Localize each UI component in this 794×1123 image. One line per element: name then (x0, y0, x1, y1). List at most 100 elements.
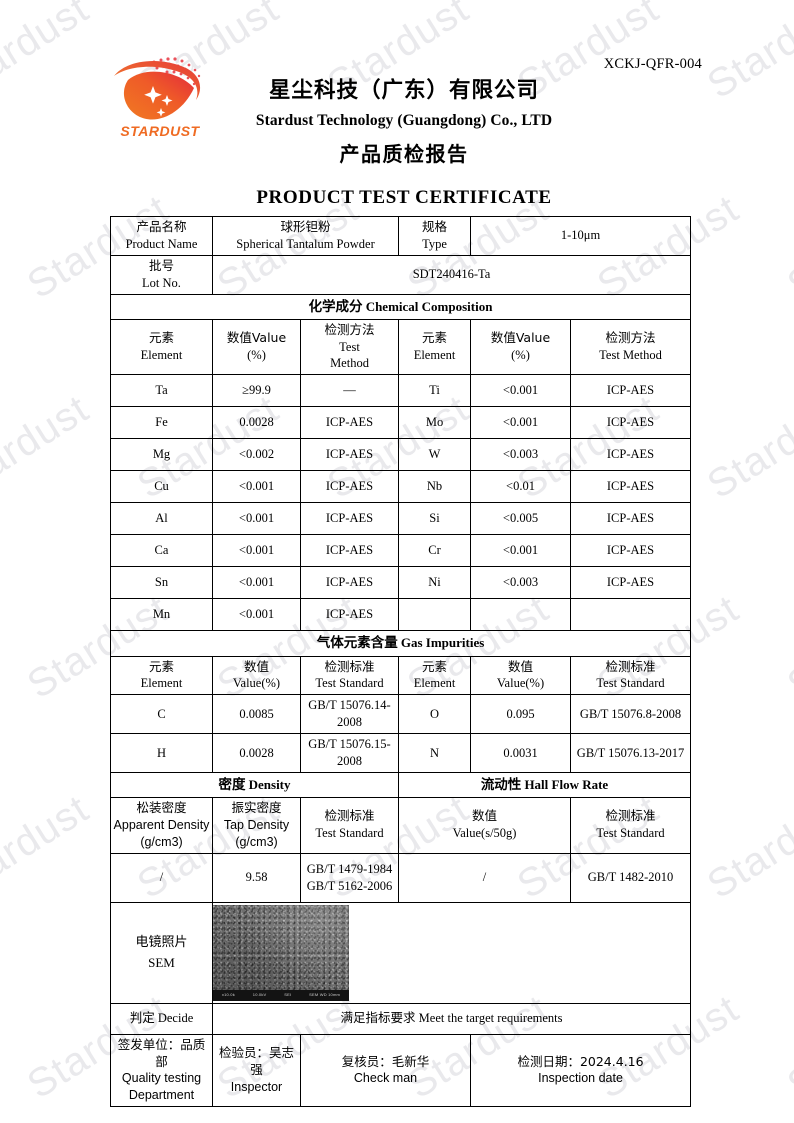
chem-h-el1-en: Element (140, 348, 183, 363)
chem-h-m2-en: Test Method (599, 348, 662, 363)
chem-value-2: <0.003 (470, 566, 572, 600)
gas-standard-2: GB/T 15076.8-2008 (570, 694, 692, 735)
product-type-label-en: Type (422, 236, 447, 251)
table-row: C 0.0085 GB/T 15076.14-2008 O 0.095 GB/T… (110, 694, 692, 735)
sem-scalebar-mag: x10.0k (221, 992, 235, 998)
density-standard-line2: GB/T 5162-2006 (306, 878, 393, 893)
chem-value-2: <0.003 (470, 438, 572, 472)
signoff-row: 签发单位：品质部 Quality testing Department 检验员：… (110, 1033, 692, 1108)
gas-h-std1-cn: 检测标准 (324, 658, 375, 674)
apparent-density-header: 松装密度 Apparent Density (g/cm3) (110, 797, 213, 854)
report-table: 产品名称 Product Name 球形钽粉 Spherical Tantalu… (109, 216, 692, 1108)
lot-label: 批号 Lot No. (110, 254, 213, 295)
gas-value-1: 0.0085 (212, 694, 301, 735)
gas-section-en: Gas Impurities (400, 635, 485, 651)
chem-method-1: — (299, 374, 400, 408)
chem-method-2: ICP-AES (570, 502, 692, 536)
lot-label-cn: 批号 (148, 257, 174, 273)
chem-header-element-2: 元素 Element (398, 318, 472, 376)
chem-value-2: <0.001 (470, 406, 572, 440)
chem-method-2: ICP-AES (570, 406, 692, 440)
checker-cn: 复核员：毛新华 (341, 1053, 430, 1069)
logo-icon: STARDUST (114, 57, 201, 139)
table-row: Ca <0.001 ICP-AES Cr <0.001 ICP-AES (110, 534, 692, 568)
chem-method-1: ICP-AES (299, 598, 400, 632)
report-title-en: PRODUCT TEST CERTIFICATE (256, 186, 552, 208)
gas-header-value-2: 数值 Value(%) (470, 655, 572, 696)
chem-value-2: <0.001 (470, 374, 572, 408)
issuer-cn: 签发单位：品质部 (117, 1036, 206, 1069)
chem-method-2: ICP-AES (570, 374, 692, 408)
date-en: Inspection date (538, 1071, 623, 1086)
sem-label-cn: 电镜照片 (135, 935, 188, 951)
chem-value-1: ≥99.9 (212, 374, 301, 408)
gas-h-val1-cn: 数值 (243, 658, 269, 674)
chem-method-2: ICP-AES (570, 566, 692, 600)
hall-flow-section-cn: 流动性 (480, 776, 522, 793)
gas-header-standard-1: 检测标准 Test Standard (299, 655, 400, 696)
chem-value-2 (470, 598, 572, 632)
issuer-en-line1: Quality testing (121, 1071, 202, 1086)
gas-value-1: 0.0028 (212, 733, 301, 773)
chem-h-el2-en: Element (413, 348, 456, 363)
hall-flow-standard-en: Test Standard (596, 826, 665, 841)
product-name-value-cn: 球形钽粉 (280, 219, 331, 234)
gas-h-el1-en: Element (140, 676, 183, 691)
decision-row: 判定 Decide 满足指标要求 Meet the target require… (110, 1002, 692, 1035)
sem-scalebar-mode: SEI (284, 992, 292, 998)
tap-density-en: Tap Density (223, 817, 290, 832)
chem-element-2: Nb (398, 470, 472, 504)
decision-label-cn: 判定 (129, 1010, 155, 1026)
chem-element-1: Al (110, 502, 213, 536)
tap-density-header: 振实密度 Tap Density (g/cm3) (212, 797, 301, 854)
chem-header-method-2: 检测方法 Test Method (570, 318, 692, 376)
table-row: Mn <0.001 ICP-AES (110, 598, 692, 632)
sem-label-en: SEM (148, 954, 175, 970)
document-code: XCKJ-QFR-004 (603, 56, 702, 72)
gas-h-val2-en: Value(%) (496, 676, 545, 691)
title-block: 星尘科技（广东）有限公司 Stardust Technology (Guangd… (0, 78, 794, 209)
chem-element-2: Mo (398, 406, 472, 440)
chem-method-2: ICP-AES (570, 438, 692, 472)
product-name-value: 球形钽粉 Spherical Tantalum Powder (211, 216, 400, 256)
hall-flow-standard-value: GB/T 1482-2010 (570, 852, 692, 903)
product-name-row: 产品名称 Product Name 球形钽粉 Spherical Tantalu… (110, 216, 692, 256)
chem-h-el2-cn: 元素 (422, 330, 448, 346)
chem-value-1: <0.001 (212, 566, 301, 600)
gas-element-2: N (398, 733, 472, 773)
chem-element-2: Cr (398, 534, 472, 568)
lot-label-en: Lot No. (142, 275, 181, 290)
hall-flow-value: / (398, 852, 572, 903)
chemical-header-row: 元素 Element 数值Value (%) 检测方法 Test Method … (110, 318, 692, 376)
density-standard-value: GB/T 1479-1984 GB/T 5162-2006 (299, 852, 400, 903)
density-section-header: 密度 Density (109, 771, 400, 799)
report-title-cn: 产品质检报告 (339, 141, 469, 166)
chem-element-2 (398, 598, 472, 632)
gas-standard-2: GB/T 15076.13-2017 (570, 733, 692, 773)
chem-element-2: W (398, 438, 472, 472)
chemical-section-cn: 化学成分 (308, 298, 363, 315)
chem-method-2: ICP-AES (570, 470, 692, 504)
inspector-en: Inspector (230, 1079, 283, 1094)
chem-value-2: <0.001 (470, 534, 572, 568)
table-row: Ta ≥99.9 — Ti <0.001 ICP-AES (110, 374, 692, 408)
decision-value-en: Meet the target requirements (418, 1011, 563, 1026)
chem-h-val2-cn: 数值Value (490, 330, 551, 346)
chem-h-m2-cn: 检测方法 (605, 330, 656, 346)
chem-element-1: Ca (110, 534, 213, 568)
table-row: Sn <0.001 ICP-AES Ni <0.003 ICP-AES (110, 566, 692, 600)
chemical-section-header-row: 化学成分 Chemical Composition (109, 293, 692, 320)
chem-h-val1-cn: 数值Value (226, 330, 287, 346)
density-section-en: Density (248, 776, 291, 792)
density-section-cn: 密度 (218, 776, 246, 793)
inspector-cn: 检验员：吴志强 (218, 1045, 294, 1077)
chem-h-val2-unit: (%) (511, 348, 530, 363)
gas-element-1: H (110, 733, 213, 773)
chem-method-1: ICP-AES (299, 502, 400, 536)
sem-micrograph: x10.0k 10.0kV SEI SEM WD 10mm (213, 904, 349, 1001)
issuer-cell: 签发单位：品质部 Quality testing Department (110, 1033, 213, 1108)
sem-image-cell: x10.0k 10.0kV SEI SEM WD 10mm (211, 901, 692, 1004)
chem-header-element-1: 元素 Element (110, 318, 213, 376)
chem-header-value-1: 数值Value (%) (212, 318, 301, 376)
density-standard-cn: 检测标准 (324, 808, 375, 824)
